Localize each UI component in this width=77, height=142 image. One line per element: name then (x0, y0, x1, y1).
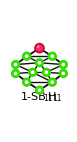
Circle shape (36, 87, 43, 93)
Text: 11: 11 (43, 94, 52, 103)
Text: 1-SB: 1-SB (20, 92, 46, 102)
Circle shape (43, 69, 50, 76)
Circle shape (60, 70, 67, 77)
Circle shape (49, 53, 56, 59)
Circle shape (49, 79, 56, 85)
Circle shape (60, 61, 67, 68)
Circle shape (29, 69, 36, 76)
Circle shape (36, 59, 43, 66)
Circle shape (12, 70, 19, 77)
Circle shape (37, 45, 40, 48)
Text: 11: 11 (52, 94, 62, 103)
Circle shape (12, 61, 19, 68)
Circle shape (23, 79, 30, 85)
Circle shape (35, 44, 44, 53)
Circle shape (23, 53, 30, 59)
Text: H: H (48, 92, 56, 102)
